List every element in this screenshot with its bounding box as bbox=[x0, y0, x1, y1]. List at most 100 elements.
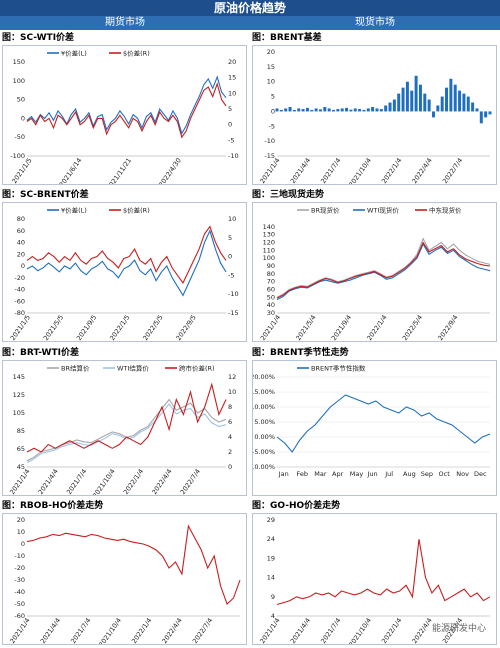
x-tick-label: 2021/10/4 bbox=[347, 617, 373, 644]
x-tick-label: 2022/5/4 bbox=[401, 314, 424, 341]
bar bbox=[440, 96, 444, 112]
x-tick-label: 2021/10/4 bbox=[97, 617, 123, 644]
bar bbox=[427, 99, 431, 112]
bar bbox=[323, 106, 327, 112]
chart-title-brt-wti: 图：BRT-WTI价差 bbox=[2, 348, 79, 358]
series-line bbox=[26, 398, 227, 462]
bar bbox=[384, 105, 388, 112]
y-tick-label: 100 bbox=[13, 77, 25, 85]
chart-sc-wti: -100 -50 0 50 100 150 -10 -5 0 5 10 15 20 2021/1/5 202… bbox=[2, 45, 247, 185]
y-tick-label: 5 bbox=[271, 93, 275, 101]
chart-title-sc-brent: 图：SC-BRENT价差 bbox=[2, 190, 89, 200]
watermark-text: 能源研发中心 bbox=[431, 624, 486, 634]
bar bbox=[449, 78, 453, 112]
bar bbox=[318, 109, 322, 112]
chart-sc-brent: -80 -60 -40 -20 0 20 40 60 80 -15 -10 -5 0 5 10 2021/1/… bbox=[2, 202, 247, 342]
chart-svg: -80 -60 -40 -20 0 20 40 60 80 -15 -10 -5 0 5 10 2021/1/… bbox=[9, 206, 239, 342]
y-tick-label: 100 bbox=[263, 254, 275, 262]
y-tick-label: 0.00% bbox=[254, 433, 275, 441]
legend-label: $价差(R) bbox=[123, 49, 150, 58]
legend-label: BR现货价 bbox=[311, 206, 340, 215]
x-tick-label: May bbox=[350, 470, 364, 478]
x-tick-label: 2021/11/21 bbox=[105, 157, 133, 184]
bar bbox=[301, 109, 305, 112]
x-tick-label: 2021/9/5 bbox=[75, 314, 98, 341]
bar bbox=[314, 108, 318, 112]
y-right-tick-label: 10 bbox=[228, 89, 236, 97]
y-tick-label: -60 bbox=[14, 297, 25, 305]
x-tick-label: Nov bbox=[456, 470, 469, 478]
bar bbox=[288, 106, 292, 112]
y-tick-label: 65 bbox=[17, 445, 25, 453]
y-tick-label: 150 bbox=[13, 58, 25, 66]
y-tick-label: 10 bbox=[17, 528, 25, 536]
series-line bbox=[26, 229, 227, 297]
chart-title-go-ho: 图：GO-HO价差走势 bbox=[252, 501, 341, 511]
y-tick-label: -50 bbox=[14, 600, 25, 608]
y-right-tick-label: 4 bbox=[228, 433, 232, 441]
y-tick-label: -80 bbox=[14, 309, 25, 317]
bar bbox=[475, 108, 479, 112]
x-tick-label: Aug bbox=[403, 470, 416, 478]
x-tick-label: Mar bbox=[314, 470, 327, 478]
bar bbox=[479, 111, 483, 124]
y-right-tick-label: 0 bbox=[228, 253, 232, 261]
bar bbox=[388, 102, 392, 112]
legend-label: BRENT季节性指数 bbox=[311, 364, 366, 373]
bar bbox=[332, 109, 336, 112]
y-tick-label: 20 bbox=[17, 250, 25, 258]
x-tick-label: 2022/4/4 bbox=[150, 468, 173, 495]
y-tick-label: -30 bbox=[14, 576, 25, 584]
y-tick-label: -100 bbox=[10, 152, 25, 160]
bar bbox=[392, 99, 396, 112]
bar bbox=[462, 93, 466, 112]
series-line bbox=[276, 237, 491, 298]
y-tick-label: 50 bbox=[17, 96, 25, 104]
bar bbox=[310, 109, 314, 112]
bar bbox=[423, 93, 427, 112]
y-tick-label: 40 bbox=[267, 301, 275, 309]
bar bbox=[414, 75, 418, 112]
y-tick-label: 20 bbox=[267, 48, 275, 56]
y-right-tick-label: 6 bbox=[228, 418, 232, 426]
bar bbox=[349, 109, 353, 112]
bar bbox=[405, 81, 409, 112]
y-tick-label: 5.00% bbox=[254, 418, 275, 426]
x-tick-label: 2021/7/4 bbox=[69, 617, 92, 644]
x-tick-label: 2021/1/4 bbox=[259, 314, 282, 341]
y-tick-label: -5 bbox=[269, 122, 275, 130]
x-tick-label: 2022/4/4 bbox=[161, 617, 184, 644]
bar bbox=[375, 108, 379, 112]
y-tick-label: 0 bbox=[271, 107, 275, 115]
chart-svg: 4 9 14 19 24 29 2021/1/4 2021/4/4 2021/7/4 2021/1… bbox=[258, 516, 491, 644]
y-tick-label: -20 bbox=[14, 564, 25, 572]
chart-title-sc-wti: 图：SC-WTI价差 bbox=[2, 33, 75, 43]
y-right-tick-label: -5 bbox=[228, 136, 234, 144]
y-right-tick-label: 5 bbox=[228, 105, 232, 113]
y-right-tick-label: -5 bbox=[228, 271, 234, 279]
y-right-tick-label: -10 bbox=[228, 152, 239, 160]
y-tick-label: -10 bbox=[264, 137, 275, 145]
legend-label: ¥价差(L) bbox=[61, 206, 87, 215]
y-tick-label: 45 bbox=[17, 463, 25, 471]
chart-title-brent-basis: 图：BRENT基差 bbox=[252, 33, 322, 43]
bar bbox=[397, 93, 401, 112]
y-tick-label: -50 bbox=[14, 133, 25, 141]
x-tick-label: 2021/4/4 bbox=[289, 617, 312, 644]
x-tick-label: Jan bbox=[278, 470, 289, 478]
x-tick-label: 2021/1/5 bbox=[9, 314, 32, 341]
x-tick-label: 2022/1/5 bbox=[108, 314, 131, 341]
bar bbox=[371, 106, 375, 112]
chart-brt-wti: 45 65 85 105 125 145 0 2 4 6 8 10 12 2021/1/4 2021/4/4… bbox=[2, 360, 247, 496]
y-tick-label: 90 bbox=[267, 262, 275, 270]
x-tick-label: 2022/9/5 bbox=[174, 314, 197, 341]
legend-label: WTI现货价 bbox=[367, 206, 399, 215]
y-tick-label: 10 bbox=[267, 78, 275, 86]
x-tick-label: 2022/1/4 bbox=[130, 617, 153, 644]
y-tick-label: 15.00% bbox=[253, 388, 275, 396]
bar bbox=[445, 87, 449, 112]
x-tick-label: 2022/5/5 bbox=[141, 314, 164, 341]
y-tick-label: 105 bbox=[13, 409, 25, 417]
legend-label: BR结算价 bbox=[61, 364, 90, 373]
chart-title-brent-season: 图：BRENT季节性走势 bbox=[252, 348, 349, 358]
